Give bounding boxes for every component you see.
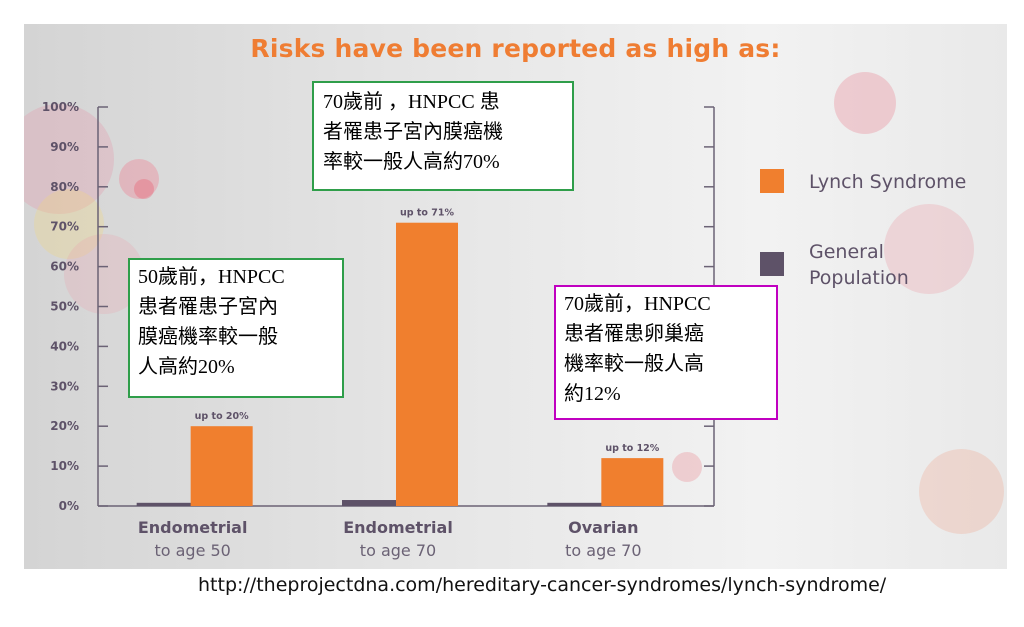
data-label: up to 71% — [400, 208, 454, 219]
x-category-label: Endometrial — [138, 518, 248, 537]
chart-figure: Risks have been reported as high as: 0% 1… — [24, 24, 1007, 569]
y-tick-label: 60% — [50, 260, 79, 274]
x-category-label: Ovarian — [568, 518, 638, 537]
y-tick-label: 80% — [50, 180, 79, 194]
annotation-line: 70歲前，HNPCC — [564, 293, 711, 315]
bg-bubble — [134, 179, 154, 199]
legend-swatch — [760, 169, 784, 193]
annotation-line: 者罹患子宮內膜癌機 — [323, 121, 503, 143]
bg-bubble — [884, 204, 974, 294]
annotation-ovarian-70: 70歲前，HNPCC 患者罹患卵巢癌 機率較一般人高 約12% — [554, 285, 778, 420]
x-category-sublabel: to age 70 — [360, 541, 436, 560]
annotation-line: 機率較一般人高 — [564, 353, 704, 375]
y-tick-label: 30% — [50, 379, 79, 393]
bg-bubble — [34, 189, 104, 259]
bar-lynch-syndrome — [396, 222, 458, 506]
data-label: up to 20% — [195, 411, 249, 422]
y-tick-label: 100% — [42, 100, 79, 114]
bg-bubble — [672, 452, 702, 482]
x-category-sublabel: to age 50 — [154, 541, 230, 560]
x-category-sublabel: to age 70 — [565, 541, 641, 560]
x-category-label: Endometrial — [343, 518, 453, 537]
annotation-line: 70歲前 ，HNPCC 患 — [323, 91, 500, 113]
chart-title: Risks have been reported as high as: — [250, 34, 781, 63]
y-tick-label: 90% — [50, 140, 79, 154]
y-tick-label: 0% — [59, 499, 79, 513]
annotation-line: 50歲前，HNPCC — [138, 266, 285, 288]
bar-lynch-syndrome — [190, 426, 253, 506]
bg-bubble — [834, 72, 896, 134]
y-tick-label: 70% — [50, 220, 79, 234]
y-tick-label: 20% — [50, 419, 79, 433]
annotation-line: 患者罹患子宮內 — [138, 296, 278, 318]
y-tick-label: 10% — [50, 459, 79, 473]
data-label: up to 12% — [605, 443, 659, 454]
bar-lynch-syndrome — [601, 458, 664, 506]
annotation-line: 患者罹患卵巢癌 — [564, 323, 704, 345]
legend-swatch — [760, 252, 784, 276]
bar-general-population — [136, 502, 199, 506]
annotation-endometrial-50: 50歲前，HNPCC 患者罹患子宮內 膜癌機率較一般 人高約20% — [128, 258, 344, 398]
y-tick-label: 40% — [50, 339, 79, 353]
bar-general-population — [342, 500, 404, 506]
annotation-line: 率較一般人高約70% — [323, 151, 500, 173]
annotation-line: 膜癌機率較一般 — [138, 326, 278, 348]
bg-bubble — [24, 104, 114, 214]
y-tick-label: 50% — [50, 300, 79, 314]
annotation-line: 人高約20% — [138, 356, 235, 378]
bar-general-population — [547, 502, 610, 506]
annotation-endometrial-70: 70歲前 ，HNPCC 患 者罹患子宮內膜癌機 率較一般人高約70% — [312, 81, 574, 191]
source-url: http://theprojectdna.com/hereditary-canc… — [198, 574, 887, 596]
legend-label: Lynch Syndrome — [809, 171, 966, 193]
chart-plot: 0% 10% 20% 30% 40% 50% 60% 70% 80% 90% 100% up to 2… — [42, 100, 966, 560]
bg-bubble — [119, 159, 159, 199]
bg-bubble — [919, 449, 1004, 534]
legend-label: Population — [809, 267, 909, 289]
annotation-line: 約12% — [564, 383, 621, 405]
legend-label: General — [809, 241, 884, 263]
